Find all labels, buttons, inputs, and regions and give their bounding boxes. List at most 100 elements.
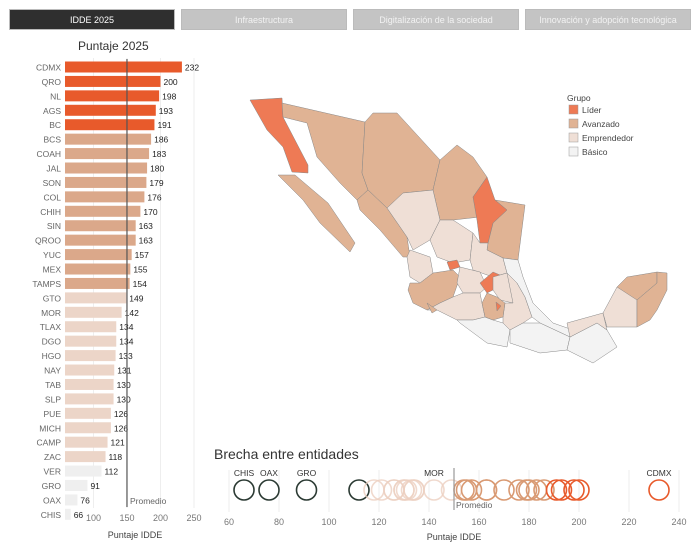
tab-digitalizacion[interactable]: Digitalización de la sociedad <box>353 9 519 30</box>
x-tick-label: 160 <box>471 517 486 527</box>
bar-value-label: 112 <box>105 467 119 477</box>
bar-value-label: 155 <box>133 265 147 275</box>
bar-category-label: CDMX <box>36 63 61 73</box>
bar-category-label: PUE <box>44 409 62 419</box>
bar-category-label: TLAX <box>40 322 62 332</box>
legend-swatch <box>568 104 579 115</box>
legend-swatch <box>568 132 579 143</box>
bar <box>65 277 130 289</box>
x-axis-label: Puntaje IDDE <box>108 530 163 540</box>
bar-value-label: 183 <box>152 149 166 159</box>
dot-label: GRO <box>297 468 317 478</box>
dot <box>395 479 418 501</box>
legend-title: Grupo <box>567 93 591 103</box>
bar <box>65 263 131 275</box>
bar-value-label: 157 <box>135 250 149 260</box>
tab-innovacion[interactable]: Innovación y adopción tecnológica <box>525 9 691 30</box>
bar-value-label: 118 <box>109 452 123 462</box>
dot <box>493 479 515 501</box>
bar-value-label: 170 <box>143 207 157 217</box>
dot <box>295 479 318 501</box>
bar-value-label: 163 <box>139 236 153 246</box>
bar-value-label: 176 <box>147 192 161 202</box>
state-gro <box>456 316 511 348</box>
bar <box>65 176 147 188</box>
bar <box>65 220 136 232</box>
bar-category-label: AGS <box>43 106 61 116</box>
bar-value-label: 131 <box>117 366 131 376</box>
dot <box>568 479 590 501</box>
state-cdmx <box>495 301 502 312</box>
bar-value-label: 130 <box>117 380 131 390</box>
x-tick-label: 140 <box>421 517 436 527</box>
dot <box>423 479 445 501</box>
dot-chart: 60 80 100 120 140 160 180 200 220 240 Puntaje IDDE… <box>224 468 687 542</box>
bar <box>65 508 71 520</box>
bar <box>65 393 114 405</box>
bar-category-label: OAX <box>43 495 61 505</box>
state-zac <box>429 219 474 264</box>
x-tick-label: 100 <box>321 517 336 527</box>
tab-infraestructura[interactable]: Infraestructura <box>181 9 347 30</box>
state-tab <box>566 312 608 338</box>
bar-value-label: 66 <box>74 510 84 520</box>
bar-chart: 100 150 200 250 Puntaje IDDE CDMX 232 QRO 200 NL 1… <box>32 58 201 540</box>
bar-category-label: ZAC <box>44 452 61 462</box>
state-qroo <box>636 271 668 328</box>
x-tick-label: 220 <box>621 517 636 527</box>
bar-category-label: GTO <box>43 293 62 303</box>
bar-category-label: SLP <box>45 394 61 404</box>
bar-category-label: QROO <box>35 236 61 246</box>
bar-category-label: TAMPS <box>32 279 61 289</box>
x-tick-label: 200 <box>571 517 586 527</box>
bar <box>65 422 111 434</box>
bar-value-label: 91 <box>90 481 100 491</box>
dot <box>518 479 540 501</box>
dot-label: CHIS <box>234 468 255 478</box>
bar <box>65 75 161 87</box>
x-tick-label: 100 <box>86 513 101 523</box>
bar-value-label: 198 <box>162 91 176 101</box>
legend-swatch <box>568 118 579 129</box>
dot <box>348 479 370 501</box>
bar-category-label: SIN <box>47 221 61 231</box>
bar-category-label: MOR <box>41 308 61 318</box>
bar <box>65 378 114 390</box>
dot <box>258 479 280 501</box>
bar-category-label: BCS <box>44 135 62 145</box>
bar <box>65 350 116 362</box>
bar-category-label: JAL <box>46 164 61 174</box>
bar-category-label: NAY <box>44 366 61 376</box>
bar <box>65 335 117 347</box>
x-tick-label: 60 <box>224 517 234 527</box>
dot <box>233 479 255 501</box>
tab-idde-2025[interactable]: IDDE 2025 <box>9 9 175 30</box>
dot <box>563 479 585 501</box>
bar <box>65 234 136 246</box>
legend-label: Líder <box>582 105 602 115</box>
legend-swatch <box>568 146 579 157</box>
bar <box>65 191 145 203</box>
state-bcs <box>277 174 356 253</box>
average-label: Promedio <box>130 496 167 506</box>
x-tick-label: 120 <box>371 517 386 527</box>
bar-value-label: 133 <box>119 351 133 361</box>
bar-value-label: 232 <box>185 63 199 73</box>
dot-label: MOR <box>424 468 444 478</box>
dot <box>545 479 568 501</box>
bar-value-label: 126 <box>114 423 128 433</box>
dot <box>648 479 670 501</box>
bar-category-label: SON <box>43 178 61 188</box>
bar-category-label: COAH <box>36 149 61 159</box>
average-label: Promedio <box>456 500 493 510</box>
dot-label: CDMX <box>646 468 671 478</box>
bar-value-label: 180 <box>150 164 164 174</box>
bar-category-label: CHIS <box>41 510 62 520</box>
x-tick-label: 250 <box>186 513 201 523</box>
bar <box>65 119 155 131</box>
mexico-map: Grupo Líder Avanzado Emprendedor Básico <box>249 93 668 364</box>
bar-category-label: YUC <box>43 250 61 260</box>
bar-value-label: 186 <box>154 135 168 145</box>
bar-category-label: CHIH <box>40 207 61 217</box>
bar-value-label: 76 <box>80 495 90 505</box>
